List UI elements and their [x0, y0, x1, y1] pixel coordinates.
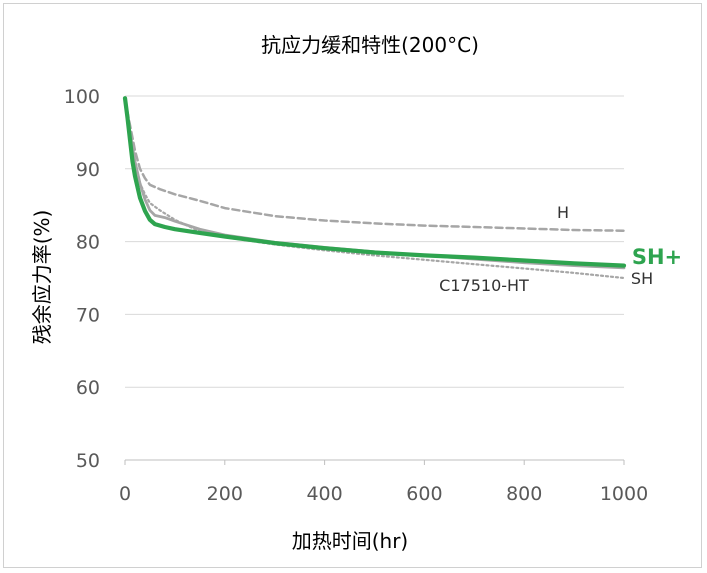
- y-axis-label: 残余应力率(%): [30, 210, 54, 345]
- y-tick-label: 80: [76, 232, 100, 254]
- y-tick-label: 70: [76, 304, 100, 326]
- series-line-sh: [123, 98, 626, 270]
- x-axis-label: 加热时间(hr): [292, 529, 409, 553]
- y-tick-label: 50: [76, 450, 100, 472]
- series-lines: [122, 96, 627, 280]
- annotation-h: H: [557, 203, 569, 222]
- x-tick-label: 0: [119, 483, 131, 505]
- y-tick-labels: 50 60 70 80 90 100: [64, 86, 100, 472]
- chart-title: 抗应力缓和特性(200°C): [261, 33, 479, 57]
- annotation-sh-: SH+: [632, 245, 682, 269]
- x-tick-label: 600: [406, 483, 442, 505]
- gridlines: [124, 95, 625, 465]
- x-tick-label: 800: [506, 483, 542, 505]
- y-tick-label: 100: [64, 86, 100, 108]
- chart-frame: [3, 3, 702, 568]
- x-tick-label: 200: [207, 483, 243, 505]
- series-line-sh-: [122, 96, 627, 268]
- x-tick-labels: 0 200 400 600 800 1000: [119, 483, 648, 505]
- x-tick-label: 400: [306, 483, 342, 505]
- x-tick-label: 1000: [600, 483, 648, 505]
- y-tick-label: 60: [76, 377, 100, 399]
- y-tick-label: 90: [76, 159, 100, 181]
- series-line-h: [123, 98, 626, 232]
- annotation-c17510-ht: C17510-HT: [439, 276, 529, 295]
- annotation-sh: SH: [631, 269, 653, 288]
